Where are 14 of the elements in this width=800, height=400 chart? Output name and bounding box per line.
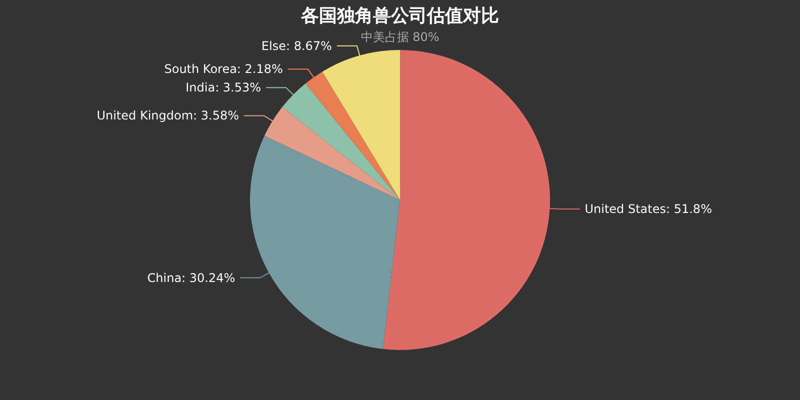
data-label: : 51.8%	[666, 202, 712, 216]
slice-label: China	[147, 270, 182, 285]
data-label: : 30.24%	[182, 270, 236, 285]
slice-label: United Kingdom	[96, 108, 194, 123]
chart-title: 各国独角兽公司估值对比	[300, 6, 499, 26]
slice-label: United States	[584, 202, 666, 216]
chart-subtitle: 中美占据 80%	[360, 30, 440, 44]
data-label: : 3.58%	[193, 108, 239, 123]
data-label: : 3.53%	[215, 80, 262, 95]
data-label: : 2.18%	[236, 62, 283, 76]
data-label: : 8.67%	[286, 38, 332, 53]
slice-label: Else	[261, 38, 286, 53]
slice-label: India	[186, 80, 216, 95]
slice-label: South Korea	[164, 62, 237, 76]
